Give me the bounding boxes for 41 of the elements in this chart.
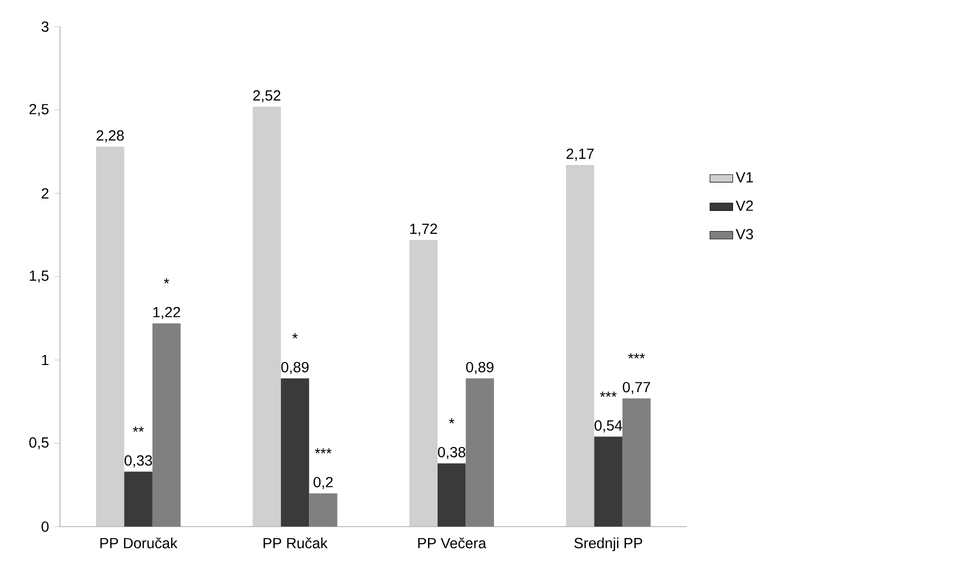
- annotation: **: [132, 426, 144, 432]
- bar: [252, 106, 281, 527]
- bar: [96, 146, 124, 527]
- data-label: 2,52: [253, 90, 280, 102]
- annotation: *: [292, 333, 298, 338]
- data-label: 2,17: [566, 148, 594, 161]
- data-label: 0,33: [124, 455, 152, 468]
- y-tick-label: 2: [42, 188, 48, 198]
- bar: [409, 240, 438, 527]
- data-label: 1,22: [153, 306, 180, 320]
- x-tick-label: PP Ručak: [264, 538, 328, 548]
- annotation: ***: [600, 392, 617, 397]
- y-tick-label: 0,5: [29, 437, 49, 450]
- legend-label: V1: [736, 172, 753, 182]
- annotation: ***: [314, 448, 332, 454]
- x-tick-label: Srednji PP: [574, 538, 642, 552]
- y-tick-label: 0: [42, 521, 49, 532]
- data-label: 0,77: [622, 382, 650, 394]
- data-label: 2,28: [96, 130, 124, 142]
- bar: [280, 378, 310, 527]
- data-label: 0,2: [314, 476, 333, 490]
- data-label: 0,54: [594, 420, 622, 432]
- x-tick-label: PP Večera: [418, 538, 486, 548]
- x-tick-label: PP Doručak: [100, 538, 178, 548]
- bar: [594, 436, 622, 527]
- legend-label: V3: [736, 229, 753, 240]
- annotation: *: [164, 278, 170, 284]
- data-label: 0,89: [281, 362, 309, 374]
- bar: [124, 472, 152, 527]
- annotation: *: [449, 418, 454, 424]
- annotation: ***: [628, 353, 645, 358]
- y-tick-label: 2,5: [30, 104, 49, 116]
- y-tick-label: 3: [42, 21, 49, 32]
- data-label: 0,89: [466, 362, 494, 374]
- bar: [438, 463, 466, 527]
- legend-label: V2: [736, 200, 753, 211]
- bar: [566, 164, 594, 527]
- data-label: 0,38: [438, 446, 466, 460]
- y-tick-label: 1: [42, 354, 48, 366]
- data-label: 1,72: [410, 224, 438, 236]
- y-tick-label: 1,5: [30, 270, 49, 283]
